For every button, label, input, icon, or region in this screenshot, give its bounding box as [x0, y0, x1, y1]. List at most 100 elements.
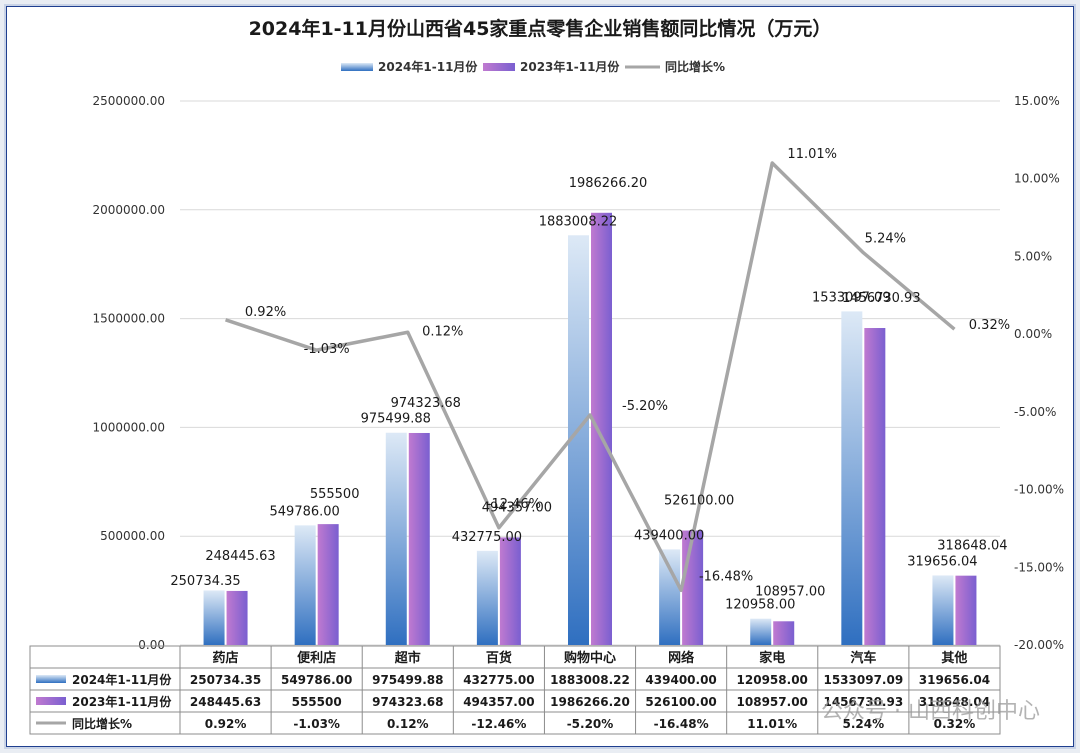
- left-axis-tick: 2500000.00: [92, 94, 165, 108]
- label-2023: 555500: [310, 487, 360, 502]
- table-cell: 1533097.09: [823, 673, 903, 687]
- table-cell: 1986266.20: [550, 695, 630, 709]
- right-axis-tick: -10.00%: [1014, 483, 1064, 497]
- bar-2024: [659, 549, 681, 645]
- left-axis-tick: 0.00: [138, 638, 165, 652]
- table-cell: 250734.35: [190, 673, 261, 687]
- table-cell: -16.48%: [654, 717, 709, 731]
- category-label: 网络: [668, 650, 694, 666]
- table-cell: 0.12%: [387, 717, 429, 731]
- bar-2024: [203, 590, 225, 645]
- table-cell: 549786.00: [281, 673, 352, 687]
- label-growth: 0.12%: [422, 324, 463, 339]
- category-label: 汽车: [850, 650, 876, 666]
- label-2023: 318648.04: [937, 539, 1007, 554]
- bar-2024: [841, 311, 863, 645]
- right-axis-tick: -5.00%: [1014, 405, 1056, 419]
- label-2024: 1533097.09: [812, 290, 891, 305]
- table-row-label: 2024年1-11月份: [72, 672, 172, 687]
- table-cell: 120958.00: [737, 673, 808, 687]
- label-growth: 0.92%: [245, 305, 286, 320]
- table-cell: -1.03%: [293, 717, 340, 731]
- label-2023: 108957.00: [755, 584, 825, 599]
- bar-2024: [932, 575, 954, 645]
- label-growth: 0.32%: [969, 318, 1010, 333]
- label-growth: -16.48%: [699, 569, 753, 584]
- table-cell: 1883008.22: [550, 673, 630, 687]
- category-label: 购物中心: [564, 650, 616, 666]
- table-row-swatch: [36, 697, 66, 705]
- left-axis-tick: 500000.00: [100, 529, 165, 543]
- category-label: 其他: [941, 650, 967, 666]
- bar-2024: [750, 618, 772, 645]
- label-growth: -1.03%: [304, 342, 350, 357]
- label-growth: 5.24%: [865, 232, 906, 247]
- label-growth: -12.46%: [487, 497, 541, 512]
- chart-frame: [6, 6, 1074, 747]
- table-cell: 974323.68: [372, 695, 443, 709]
- label-2024: 549786.00: [270, 504, 340, 519]
- table-row-label: 同比增长%: [72, 716, 132, 731]
- table-row-swatch: [36, 675, 66, 683]
- label-2023: 1986266.20: [569, 176, 648, 191]
- label-2024: 250734.35: [170, 574, 240, 589]
- legend-swatch-2024: [341, 63, 373, 71]
- label-2023: 494357.00: [482, 500, 552, 515]
- table-cell: 5.24%: [843, 717, 885, 731]
- legend-swatch-2023: [483, 63, 515, 71]
- table-cell: 319656.04: [919, 673, 990, 687]
- bar-2024: [476, 550, 498, 645]
- table-cell: 11.01%: [747, 717, 797, 731]
- legend-label-2023: 2023年1-11月份: [520, 59, 620, 74]
- table-cell: 0.32%: [934, 717, 976, 731]
- bar-2023: [955, 575, 977, 645]
- right-axis-tick: 10.00%: [1014, 172, 1060, 186]
- table-cell: 1456730.93: [823, 695, 903, 709]
- chart-title: 2024年1-11月份山西省45家重点零售企业销售额同比情况（万元）: [249, 17, 832, 40]
- right-axis-tick: 0.00%: [1014, 327, 1052, 341]
- category-label: 超市: [395, 650, 421, 666]
- label-2024: 439400.00: [634, 528, 704, 543]
- label-2024: 319656.04: [907, 554, 977, 569]
- table-cell: 555500: [292, 695, 342, 709]
- table-cell: 318648.04: [919, 695, 990, 709]
- table-cell: -5.20%: [567, 717, 614, 731]
- label-2023: 526100.00: [664, 494, 734, 509]
- legend-label-2024: 2024年1-11月份: [378, 59, 478, 74]
- table-cell: 975499.88: [372, 673, 443, 687]
- label-2023: 1456730.93: [842, 291, 921, 306]
- table-cell: 526100.00: [645, 695, 716, 709]
- bar-2023: [499, 537, 521, 645]
- label-2024: 975499.88: [361, 412, 431, 427]
- bar-2023: [226, 590, 248, 645]
- label-growth: -5.20%: [622, 399, 668, 414]
- bar-2023: [682, 530, 704, 645]
- right-axis-tick: -20.00%: [1014, 638, 1064, 652]
- left-axis-tick: 2000000.00: [92, 203, 165, 217]
- table-row-label: 2023年1-11月份: [72, 694, 172, 709]
- bar-2023: [773, 621, 795, 645]
- right-axis-tick: 15.00%: [1014, 94, 1060, 108]
- bar-2024: [385, 432, 407, 645]
- table-cell: 0.92%: [205, 717, 247, 731]
- table-cell: 432775.00: [463, 673, 534, 687]
- legend-label-growth: 同比增长%: [665, 59, 725, 74]
- label-2023: 248445.63: [205, 549, 275, 564]
- table-cell: 108957.00: [737, 695, 808, 709]
- table-cell: -12.46%: [471, 717, 526, 731]
- table-cell: 248445.63: [190, 695, 261, 709]
- label-2024: 1883008.22: [539, 214, 618, 229]
- bar-2024: [568, 235, 589, 645]
- category-label: 百货: [486, 650, 512, 666]
- category-label: 药店: [213, 650, 239, 666]
- right-axis-tick: 5.00%: [1014, 249, 1052, 263]
- left-axis-tick: 1000000.00: [92, 420, 165, 434]
- bar-2023: [317, 524, 339, 645]
- category-label: 便利店: [297, 650, 336, 666]
- label-2024: 120958.00: [725, 598, 795, 613]
- bar-2024: [294, 525, 316, 645]
- table-cell: 494357.00: [463, 695, 534, 709]
- watermark-text: 公众号 · 山西科创中心: [821, 699, 1040, 724]
- label-growth: 11.01%: [787, 147, 837, 162]
